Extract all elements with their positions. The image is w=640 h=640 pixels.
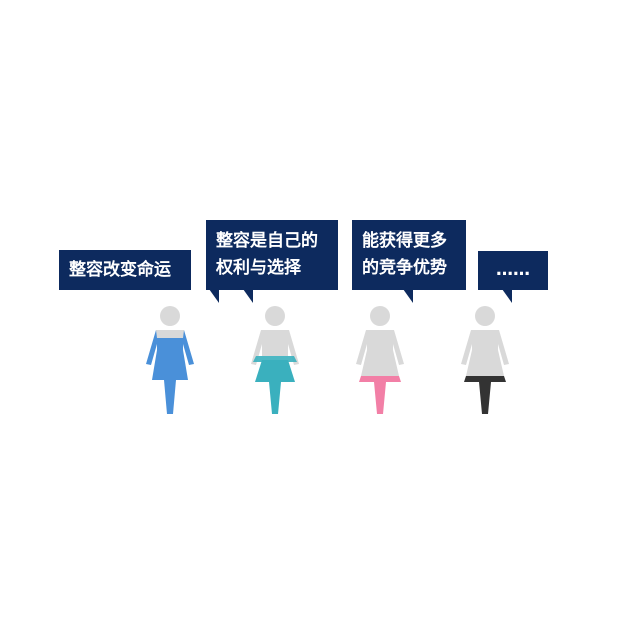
woman-figure-icon-2 bbox=[251, 306, 299, 414]
speech-bubble-3-line-1: 能获得更多 bbox=[362, 231, 447, 251]
woman-figure-2-head bbox=[265, 306, 285, 326]
woman-figure-1-upper bbox=[146, 330, 194, 380]
speech-bubble-3: 能获得更多 的竞争优势 bbox=[352, 220, 466, 303]
speech-bubble-3-tail bbox=[403, 289, 413, 303]
speech-bubble-2: 整容是自己的 权利与选择 bbox=[206, 220, 338, 303]
woman-figure-icon-4 bbox=[461, 306, 509, 414]
woman-figure-icon-3 bbox=[356, 306, 404, 414]
woman-figure-3-hem bbox=[359, 376, 401, 382]
woman-figure-1-head bbox=[160, 306, 180, 326]
woman-figure-2-legs bbox=[269, 382, 281, 414]
woman-figure-1-legs bbox=[164, 380, 176, 414]
woman-figure-3-legs bbox=[374, 382, 386, 414]
woman-figure-4-legs bbox=[479, 382, 491, 414]
speech-bubble-4-tail bbox=[502, 289, 512, 303]
speech-bubble-2-line-2: 权利与选择 bbox=[216, 258, 301, 278]
speech-bubble-4-line-1: …… bbox=[496, 260, 530, 280]
speech-bubble-3-line-2: 的竞争优势 bbox=[362, 258, 447, 278]
woman-figure-icon-1 bbox=[146, 306, 194, 414]
speech-bubble-1: 整容改变命运 bbox=[59, 250, 219, 303]
speech-bubble-2-tail bbox=[243, 289, 253, 303]
speech-bubble-4: …… bbox=[478, 251, 548, 303]
woman-figure-4-hem bbox=[464, 376, 506, 382]
woman-figure-4-head bbox=[475, 306, 495, 326]
woman-figure-3-upper bbox=[356, 330, 404, 376]
woman-figure-3-head bbox=[370, 306, 390, 326]
woman-figure-2-skirt bbox=[255, 360, 295, 382]
speech-bubble-1-tail bbox=[209, 289, 219, 303]
woman-figure-4-upper bbox=[461, 330, 509, 376]
speech-bubble-2-line-1: 整容是自己的 bbox=[216, 231, 318, 251]
woman-figure-1-shoulder bbox=[156, 330, 184, 338]
woman-figure-2-upper bbox=[251, 330, 299, 365]
speech-bubble-1-line-1: 整容改变命运 bbox=[69, 259, 171, 280]
